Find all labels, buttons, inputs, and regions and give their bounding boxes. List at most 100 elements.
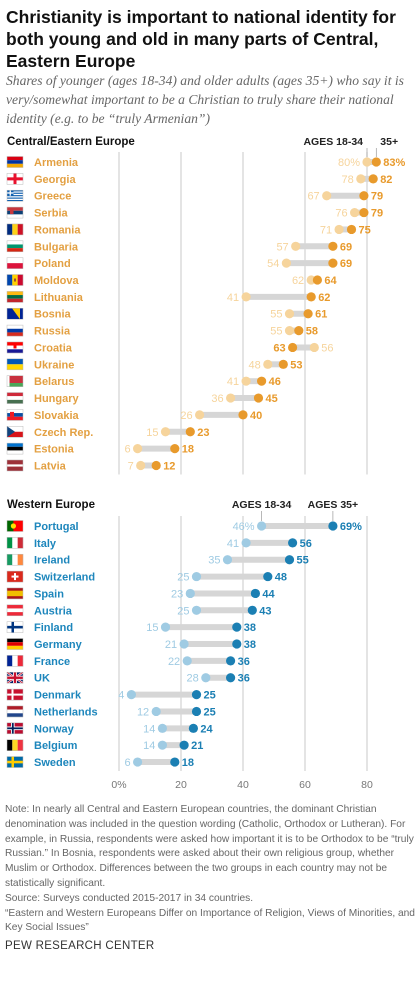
young-dot <box>263 359 273 369</box>
young-dot <box>309 342 319 353</box>
old-dot <box>371 157 381 167</box>
chart-subtitle: Shares of younger (ages 18-34) and older… <box>6 73 404 126</box>
old-dot <box>312 275 322 285</box>
young-dot <box>201 673 211 683</box>
series-label-young: AGES 18-34 <box>303 136 363 148</box>
young-value-label: 25 <box>177 605 189 617</box>
panel-title: Western Europe <box>7 499 95 511</box>
young-value-label: 46% <box>233 521 255 533</box>
country-label: Finland <box>34 622 73 634</box>
young-dot <box>257 521 267 531</box>
young-value-label: 28 <box>187 673 199 685</box>
denmark-flag-icon <box>6 688 24 701</box>
young-value-label: 71 <box>320 224 332 236</box>
young-dot <box>284 326 295 336</box>
estonia-flag-icon <box>6 442 24 455</box>
young-dot <box>151 706 161 717</box>
old-dot <box>263 571 273 582</box>
old-dot <box>288 342 298 353</box>
france-flag-icon <box>6 655 24 667</box>
young-dot <box>185 588 195 599</box>
old-dot <box>238 410 248 420</box>
young-value-label: 35 <box>208 555 220 567</box>
old-value-label: 62 <box>318 292 330 304</box>
young-dot <box>241 292 251 302</box>
young-value-label: 67 <box>307 191 319 203</box>
report-title-text: “Eastern and Western Europeans Differ on… <box>5 907 415 934</box>
country-label: Slovakia <box>34 410 80 422</box>
country-label: Germany <box>34 639 83 651</box>
old-value-label: 63 <box>273 342 285 354</box>
old-dot <box>294 326 304 336</box>
young-dot <box>226 393 236 403</box>
old-dot <box>226 656 236 666</box>
country-label: Hungary <box>34 393 80 405</box>
country-label: Portugal <box>34 521 79 533</box>
young-dot <box>126 690 136 700</box>
country-label: Russia <box>34 326 71 338</box>
netherlands-flag-icon <box>6 705 24 718</box>
old-dot <box>151 460 161 471</box>
country-label: Czech Rep. <box>34 427 93 439</box>
old-dot <box>303 309 313 319</box>
country-label: Austria <box>34 605 73 617</box>
young-dot <box>281 258 291 268</box>
young-dot <box>191 605 202 615</box>
country-label: Switzerland <box>34 572 95 584</box>
poland-flag-icon <box>6 257 24 269</box>
young-value-label: 41 <box>227 376 239 388</box>
greece-flag-icon <box>6 189 24 202</box>
slovakia-flag-icon <box>6 409 24 421</box>
chart-title: Christianity is important to national id… <box>6 7 396 71</box>
young-dot <box>133 757 143 767</box>
young-value-label: 56 <box>321 342 333 354</box>
austria-flag-icon <box>6 604 24 617</box>
old-dot <box>191 690 202 700</box>
old-dot <box>179 740 189 750</box>
young-value-label: 6 <box>124 757 130 769</box>
young-value-label: 80% <box>338 157 360 169</box>
belarus-flag-icon <box>6 375 24 387</box>
bulgaria-flag-icon <box>6 240 24 253</box>
germany-flag-icon <box>6 638 24 650</box>
young-dot <box>157 740 167 750</box>
old-value-label: 75 <box>359 224 371 236</box>
country-label: UK <box>34 673 50 685</box>
young-dot <box>136 460 146 471</box>
country-label: Greece <box>34 191 71 203</box>
country-label: Netherlands <box>34 706 98 718</box>
uk-flag-icon <box>6 671 24 685</box>
young-dot <box>284 309 295 319</box>
old-value-label: 83% <box>383 157 405 169</box>
source-text: Source: Surveys conducted 2015-2017 in 3… <box>5 892 254 904</box>
notes-block: Note: In nearly all Central and Eastern … <box>5 803 415 936</box>
x-tick-label: 60 <box>299 779 311 790</box>
old-value-label: 36 <box>238 673 250 685</box>
country-label: Romania <box>34 224 81 236</box>
old-dot <box>328 258 338 268</box>
old-dot <box>359 191 369 201</box>
italy-flag-icon <box>6 537 24 549</box>
finland-flag-icon <box>6 621 24 633</box>
series-label-old: 35+ <box>380 136 398 148</box>
young-dot <box>160 622 171 632</box>
old-value-label: 18 <box>182 444 194 456</box>
young-value-label: 4 <box>118 690 124 702</box>
country-label: Latvia <box>34 460 67 472</box>
hungary-flag-icon <box>6 392 24 404</box>
old-value-label: 48 <box>275 572 287 584</box>
country-label: Bosnia <box>34 309 72 321</box>
old-dot <box>232 639 242 649</box>
old-dot <box>247 605 257 615</box>
czech-rep-flag-icon <box>6 426 24 438</box>
young-dot <box>362 157 372 167</box>
old-value-label: 79 <box>371 191 383 203</box>
old-value-label: 44 <box>262 588 275 600</box>
country-label: Denmark <box>34 690 82 702</box>
old-value-label: 38 <box>244 622 256 634</box>
young-dot <box>241 538 251 548</box>
old-dot <box>306 292 316 302</box>
young-dot <box>291 241 301 251</box>
country-label: Croatia <box>34 342 73 354</box>
x-tick-label: 0% <box>111 779 126 790</box>
